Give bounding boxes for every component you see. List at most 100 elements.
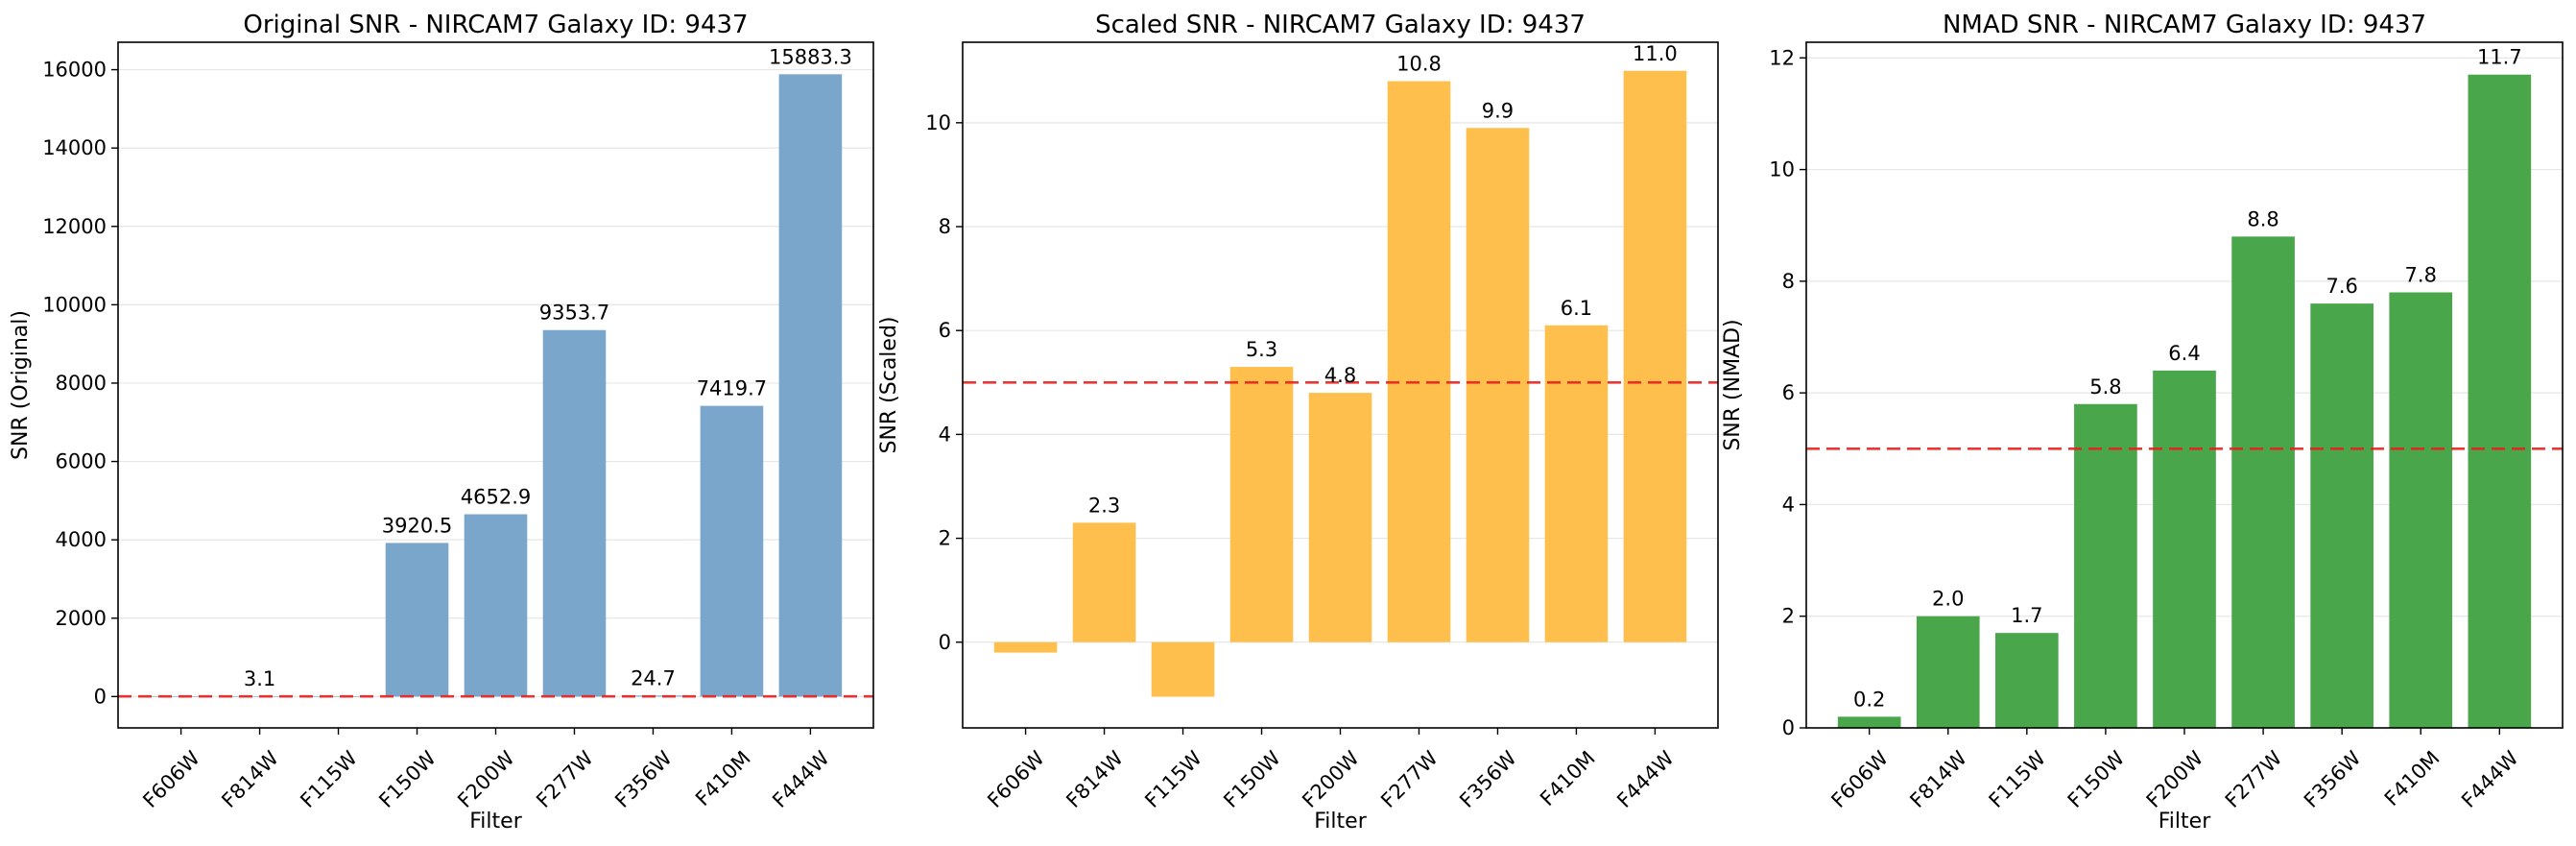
x-tick-label-f814w: F814W xyxy=(1905,746,1971,812)
x-tick-label-f200w: F200W xyxy=(1298,746,1364,812)
bar-f814w xyxy=(1916,616,1980,728)
bar-f115w xyxy=(1151,641,1215,697)
data-label: 9353.7 xyxy=(539,302,609,325)
x-tick-label-f150w: F150W xyxy=(2063,746,2130,812)
x-tick-label-f200w: F200W xyxy=(2142,746,2208,812)
data-label: 3920.5 xyxy=(382,514,452,537)
x-tick-label-f115w: F115W xyxy=(1140,746,1206,812)
x-tick-label-f115w: F115W xyxy=(296,746,362,812)
x-tick-label-f356w: F356W xyxy=(2300,746,2366,812)
data-label: 24.7 xyxy=(631,666,676,689)
bar-f277w xyxy=(542,329,607,697)
x-tick-label-f277w: F277W xyxy=(2221,746,2287,812)
bar-f200w xyxy=(2153,370,2216,728)
y-tick-label: 14000 xyxy=(42,136,107,159)
y-tick-label: 6000 xyxy=(56,450,107,473)
data-label: 4652.9 xyxy=(461,486,531,509)
bar-f200w xyxy=(1308,393,1372,642)
x-tick-label-f410m: F410M xyxy=(2380,746,2445,810)
y-tick-label: 8000 xyxy=(56,372,107,395)
x-tick-label-f444w: F444W xyxy=(2457,746,2523,812)
bar-f444w xyxy=(778,74,843,697)
x-axis-label: Filter xyxy=(469,810,522,834)
data-label: 9.9 xyxy=(1482,99,1514,122)
data-label: 15883.3 xyxy=(769,45,852,68)
bar-f356w xyxy=(2310,303,2373,728)
x-tick-label-f444w: F444W xyxy=(768,746,834,812)
bar-f277w xyxy=(2231,236,2295,729)
data-label: 5.8 xyxy=(2089,375,2121,399)
data-label: 11.7 xyxy=(2477,46,2522,69)
data-label: 7419.7 xyxy=(697,377,767,400)
y-tick-label: 0 xyxy=(94,685,107,708)
x-tick-label-f814w: F814W xyxy=(217,746,283,812)
data-label: 6.4 xyxy=(2168,342,2200,365)
chart-panel-1: 3.1 3920.5 4652.9 9353.7 24.7 7419.7 15883.3 0 2… xyxy=(9,11,874,834)
bar-f410m xyxy=(700,405,764,697)
y-tick-label: 4 xyxy=(939,423,951,446)
bar-f150w xyxy=(385,543,449,697)
y-tick-label: 4000 xyxy=(56,528,107,551)
y-tick-label: 10000 xyxy=(42,293,107,316)
y-tick-label: 2 xyxy=(939,527,951,550)
x-tick-label-f814w: F814W xyxy=(1061,746,1128,812)
x-tick-label-f356w: F356W xyxy=(610,746,677,812)
data-label: 2.3 xyxy=(1088,494,1120,517)
data-label: 4.8 xyxy=(1324,364,1356,387)
bar-f444w xyxy=(2468,74,2532,728)
x-tick-label-f444w: F444W xyxy=(1612,746,1679,812)
data-label: 0.2 xyxy=(1853,688,1885,711)
y-tick-label: 8 xyxy=(1782,270,1795,293)
bar-f150w xyxy=(1229,367,1294,642)
bar-f115w xyxy=(1995,633,2059,728)
y-axis-label: SNR (NMAD) xyxy=(1721,319,1745,450)
x-tick-label-f150w: F150W xyxy=(1219,746,1285,812)
y-tick-label: 12000 xyxy=(42,215,107,238)
x-tick-label-f606w: F606W xyxy=(983,746,1049,812)
bar-f814w xyxy=(1072,522,1136,642)
data-label: 6.1 xyxy=(1561,297,1592,320)
bar-f410m xyxy=(1544,325,1609,642)
chart-title: NMAD SNR - NIRCAM7 Galaxy ID: 9437 xyxy=(1943,11,2426,39)
y-tick-label: 2000 xyxy=(56,607,107,630)
y-axis-label: SNR (Scaled) xyxy=(877,316,901,453)
x-tick-label-f410m: F410M xyxy=(691,746,755,810)
y-tick-label: 0 xyxy=(1782,716,1795,739)
data-label: 11.0 xyxy=(1633,42,1678,65)
x-tick-label-f150w: F150W xyxy=(374,746,441,812)
y-tick-label: 8 xyxy=(939,215,951,238)
y-tick-label: 16000 xyxy=(42,59,107,82)
data-label: 3.1 xyxy=(244,667,275,690)
chart-panel-3: 0.2 2.0 1.7 5.8 6.4 8.8 7.6 7.8 11.7 0 2 4 6 8 10 12 F60… xyxy=(1721,11,2564,834)
x-tick-label-f606w: F606W xyxy=(138,746,204,812)
bar-f606w xyxy=(1837,716,1901,728)
y-tick-label: 6 xyxy=(1782,381,1795,404)
y-tick-label: 12 xyxy=(1769,46,1795,69)
x-tick-label-f606w: F606W xyxy=(1826,746,1893,812)
y-tick-label: 0 xyxy=(939,631,951,654)
bar-f356w xyxy=(1466,128,1530,642)
bar-f150w xyxy=(2074,403,2137,728)
bar-f115w xyxy=(306,696,370,697)
bar-f606w xyxy=(993,641,1058,653)
data-label: 7.6 xyxy=(2326,275,2357,298)
x-axis-label: Filter xyxy=(1314,810,1367,834)
x-tick-label-f115w: F115W xyxy=(1985,746,2051,812)
y-tick-label: 10 xyxy=(925,111,951,134)
data-label: 5.3 xyxy=(1246,338,1277,361)
chart-panel-2: 2.3 5.3 4.8 10.8 9.9 6.1 11.0 0 2 4 6 8 10 F606W F814W… xyxy=(877,11,1719,834)
chart-title: Scaled SNR - NIRCAM7 Galaxy ID: 9437 xyxy=(1095,11,1586,39)
data-label: 2.0 xyxy=(1932,588,1964,611)
x-axis-label: Filter xyxy=(2159,810,2211,834)
x-tick-label-f200w: F200W xyxy=(453,746,519,812)
y-tick-label: 10 xyxy=(1769,158,1795,181)
bar-f410m xyxy=(2389,292,2453,728)
data-label: 8.8 xyxy=(2247,207,2278,230)
x-tick-label-f277w: F277W xyxy=(1376,746,1443,812)
bar-f200w xyxy=(464,514,528,697)
chart-title: Original SNR - NIRCAM7 Galaxy ID: 9437 xyxy=(243,11,748,39)
data-label: 7.8 xyxy=(2405,263,2437,286)
data-label: 1.7 xyxy=(2011,604,2042,627)
x-tick-label-f277w: F277W xyxy=(532,746,598,812)
